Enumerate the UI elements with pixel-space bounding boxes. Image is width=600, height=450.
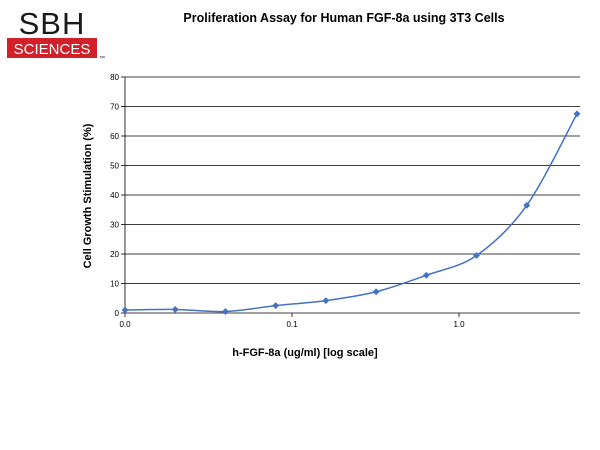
y-tick-label: 0 xyxy=(115,309,120,318)
series-layer xyxy=(121,110,581,316)
sbh-sciences-logo: SBH SCIENCES ™ xyxy=(7,6,105,62)
logo-trademark: ™ xyxy=(99,55,105,62)
y-tick-label: 40 xyxy=(110,191,119,200)
logo-sbh-text: SBH xyxy=(19,6,86,41)
data-point xyxy=(272,302,280,310)
logo-red-band xyxy=(7,38,97,58)
y-tick-label: 30 xyxy=(110,221,119,230)
data-point xyxy=(221,307,229,316)
x-tick-label: 1.0 xyxy=(453,320,465,329)
y-axis-title: Cell Growth Stimulation (%) xyxy=(82,123,94,268)
y-tick-label: 60 xyxy=(110,132,119,141)
y-tick-label: 80 xyxy=(110,73,119,82)
y-tick-label: 10 xyxy=(110,280,119,289)
y-tick-label: 20 xyxy=(110,250,119,259)
chart-title: Proliferation Assay for Human FGF-8a usi… xyxy=(183,11,504,25)
y-tick-label: 50 xyxy=(110,162,119,171)
series-line xyxy=(124,113,578,313)
data-point xyxy=(573,110,581,118)
x-tick-label: 0.1 xyxy=(286,320,298,329)
grid-layer xyxy=(125,76,580,284)
data-point xyxy=(473,251,481,260)
logo-sciences-text: SCIENCES xyxy=(14,41,91,58)
data-point xyxy=(171,305,179,314)
data-point xyxy=(422,271,430,279)
axes-layer xyxy=(121,76,580,317)
y-tick-label: 70 xyxy=(110,103,119,112)
data-point xyxy=(322,297,330,305)
data-point xyxy=(372,288,380,296)
data-point xyxy=(121,306,129,314)
data-point xyxy=(523,201,531,209)
ticks-layer: 0 10 20 30 40 50 60 70 80 0.0 0.1 1.0 xyxy=(110,73,465,329)
x-tick-label: 0.0 xyxy=(119,320,131,329)
x-axis-title: h-FGF-8a (ug/ml) [log scale] xyxy=(232,347,378,359)
